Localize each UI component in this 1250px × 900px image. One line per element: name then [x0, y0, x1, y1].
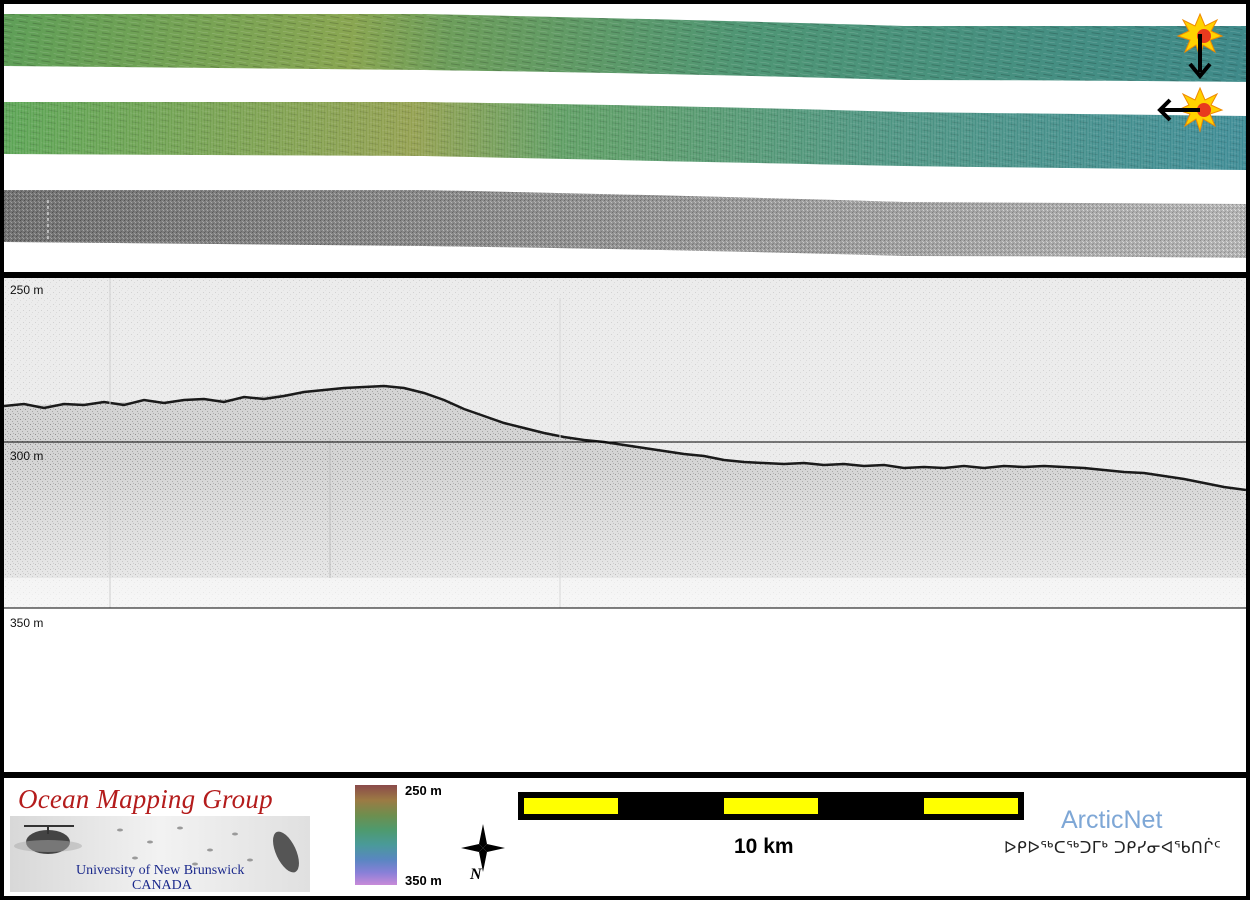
north-label: N: [470, 866, 482, 883]
scale-bar-segment: [524, 798, 618, 814]
university-name: University of New Brunswick: [76, 863, 245, 878]
arrow-left-icon: [1157, 98, 1200, 122]
colorbar-top-label: 250 m: [405, 783, 442, 798]
subbottom-profile-panel: 250 m 300 m 350 m: [4, 278, 1246, 772]
sonar-fish-icon: [14, 825, 82, 854]
profile-image: [4, 278, 1246, 609]
depth-label-250: 250 m: [10, 283, 44, 297]
ocean-mapping-group-logo: Ocean Mapping Group University of New Br…: [10, 780, 310, 893]
scale-bar-segment: [724, 798, 818, 814]
scale-bar: [518, 792, 1024, 820]
backscatter-swath: [4, 190, 1246, 258]
arrow-down-icon: [1188, 34, 1212, 80]
bathymetry-swath-middle: [4, 102, 1246, 170]
bathymetry-swath-top: [4, 14, 1246, 82]
sonar-fish-icon: [273, 831, 299, 873]
seafloor-reflector: [4, 384, 1246, 492]
depth-colorbar: [355, 785, 397, 885]
legend-panel: Ocean Mapping Group University of New Br…: [4, 778, 1246, 896]
swath-panel: [4, 4, 1246, 272]
scale-bar-segment: [924, 798, 1018, 814]
scale-bar-label: 10 km: [734, 835, 794, 858]
swath-images: [4, 12, 1246, 258]
depth-label-350: 350 m: [10, 616, 44, 630]
arcticnet-logo-title: ArcticNet: [1061, 806, 1163, 834]
logo-background: [10, 816, 310, 892]
arcticnet-logo-inuktitut: ᐅᑭᐅᖅᑕᖅᑐᒥᒃ ᑐᑭᓯᓂᐊᖃᑎᒌᑦ: [1004, 838, 1222, 857]
north-star-icon: [461, 824, 505, 872]
country-name: CANADA: [132, 878, 192, 893]
colorbar-bottom-label: 350 m: [405, 873, 442, 888]
ocean-mapping-group-title: Ocean Mapping Group: [18, 784, 273, 814]
depth-label-300: 300 m: [10, 449, 44, 463]
